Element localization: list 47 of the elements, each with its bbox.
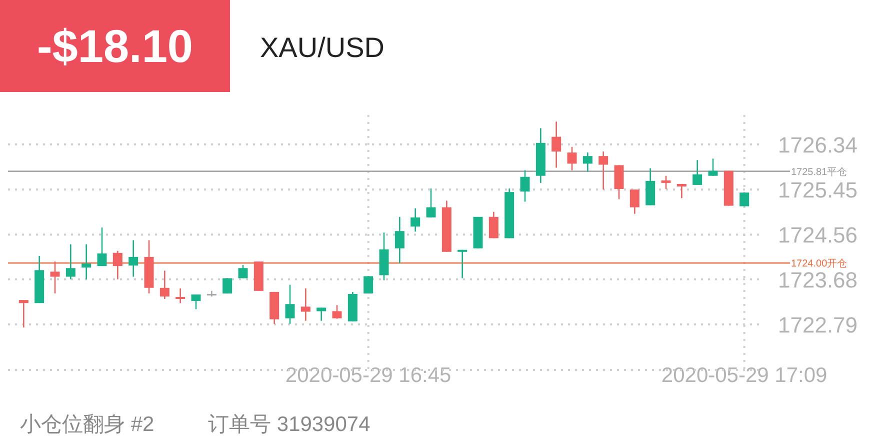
y-tick-label: 1725.45 bbox=[778, 178, 858, 203]
candlestick bbox=[176, 288, 186, 304]
candlestick bbox=[222, 278, 232, 294]
candlestick bbox=[238, 264, 248, 279]
candlestick bbox=[97, 226, 107, 267]
text: 订单号 31939074 bbox=[208, 413, 371, 436]
candlestick bbox=[630, 188, 640, 215]
x-tick-label: 2020-05-29 16:45 bbox=[285, 364, 452, 387]
text: -$18.10 bbox=[36, 20, 194, 72]
candlestick bbox=[676, 183, 686, 199]
candlestick bbox=[661, 175, 671, 190]
candlestick bbox=[552, 120, 562, 168]
x-tick-label: 2020-05-29 17:09 bbox=[661, 364, 828, 387]
y-tick-label: 1722.79 bbox=[778, 312, 858, 338]
candlestick bbox=[614, 164, 624, 200]
candlestick bbox=[332, 304, 342, 320]
candlestick bbox=[458, 249, 468, 279]
candlestick bbox=[300, 288, 310, 322]
candlestick bbox=[520, 170, 530, 202]
candlestick bbox=[598, 150, 608, 190]
candlestick bbox=[50, 260, 60, 294]
candlestick bbox=[567, 146, 577, 171]
candlestick bbox=[128, 240, 138, 278]
candlestick bbox=[82, 244, 92, 280]
candlestick bbox=[112, 250, 122, 280]
candlestick bbox=[488, 211, 498, 239]
candlestick bbox=[66, 244, 76, 280]
candlestick bbox=[285, 284, 295, 325]
candlestick bbox=[191, 294, 201, 310]
candlestick bbox=[692, 159, 702, 186]
candlestick bbox=[426, 188, 436, 218]
candlestick bbox=[582, 152, 592, 172]
y-tick-label: 1724.56 bbox=[778, 222, 858, 248]
candlestick bbox=[394, 216, 404, 264]
candlestick bbox=[160, 270, 170, 300]
ref-line-label: 1725.81平仓 bbox=[791, 166, 848, 178]
text: 小仓位翻身 #2 bbox=[20, 413, 154, 436]
candlestick bbox=[316, 306, 326, 322]
candlestick bbox=[708, 158, 718, 176]
candlestick bbox=[18, 299, 28, 328]
y-tick-label: 1723.68 bbox=[778, 267, 858, 292]
candlestick bbox=[364, 276, 374, 294]
candlestick bbox=[740, 192, 750, 207]
y-tick-label: 1726.34 bbox=[778, 132, 858, 158]
chart-title: XAU/USD bbox=[260, 32, 384, 63]
candlestick bbox=[410, 208, 420, 232]
ref-line-label: 1724.00开仓 bbox=[791, 258, 848, 270]
